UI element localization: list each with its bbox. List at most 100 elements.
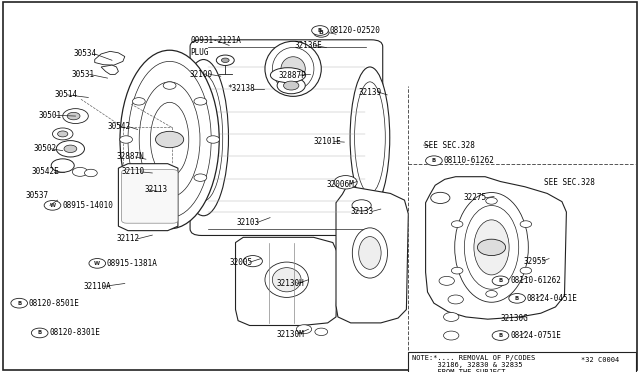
Text: *32 C0004: *32 C0004 xyxy=(581,357,620,363)
Circle shape xyxy=(51,159,74,172)
Circle shape xyxy=(448,295,463,304)
Text: W: W xyxy=(94,261,100,266)
Ellipse shape xyxy=(355,82,385,193)
FancyBboxPatch shape xyxy=(122,170,178,223)
Ellipse shape xyxy=(265,41,321,96)
Circle shape xyxy=(89,259,106,268)
Ellipse shape xyxy=(270,68,306,83)
Text: B: B xyxy=(38,330,42,336)
Text: 32101E: 32101E xyxy=(314,137,341,146)
Circle shape xyxy=(64,145,77,153)
Text: 30542: 30542 xyxy=(108,122,131,131)
Circle shape xyxy=(486,198,497,204)
Text: 30537: 30537 xyxy=(26,191,49,200)
Circle shape xyxy=(352,200,371,211)
Circle shape xyxy=(492,331,509,340)
Circle shape xyxy=(315,328,328,336)
Polygon shape xyxy=(95,51,125,65)
Text: 32006M: 32006M xyxy=(326,180,354,189)
Circle shape xyxy=(492,276,509,286)
Ellipse shape xyxy=(352,228,388,278)
Text: 32955: 32955 xyxy=(524,257,547,266)
Text: 00931-2121A: 00931-2121A xyxy=(191,36,241,45)
Ellipse shape xyxy=(350,67,390,208)
Ellipse shape xyxy=(358,237,381,269)
Circle shape xyxy=(132,97,145,105)
Circle shape xyxy=(334,176,357,189)
Text: 32103: 32103 xyxy=(237,218,260,227)
Text: B: B xyxy=(318,28,322,33)
Text: B: B xyxy=(17,301,21,306)
Text: 30531: 30531 xyxy=(72,70,95,79)
Circle shape xyxy=(284,81,299,90)
Text: 08915-14010: 08915-14010 xyxy=(62,201,113,210)
Text: B: B xyxy=(499,278,502,283)
Circle shape xyxy=(314,28,329,37)
Text: 32110A: 32110A xyxy=(83,282,111,291)
Ellipse shape xyxy=(281,57,305,81)
Ellipse shape xyxy=(265,262,308,298)
Circle shape xyxy=(439,276,454,285)
Ellipse shape xyxy=(128,61,211,218)
Circle shape xyxy=(431,192,450,203)
Circle shape xyxy=(56,141,84,157)
Ellipse shape xyxy=(150,102,189,177)
Circle shape xyxy=(520,267,532,274)
Circle shape xyxy=(11,298,28,308)
FancyBboxPatch shape xyxy=(190,40,383,235)
Circle shape xyxy=(312,26,328,35)
Circle shape xyxy=(120,136,132,143)
Text: 08915-1381A: 08915-1381A xyxy=(107,259,157,268)
Circle shape xyxy=(58,131,68,137)
Polygon shape xyxy=(101,65,118,74)
Text: 30542E: 30542E xyxy=(32,167,60,176)
Circle shape xyxy=(194,97,207,105)
Text: 32130H: 32130H xyxy=(276,279,304,288)
Circle shape xyxy=(277,77,305,94)
Ellipse shape xyxy=(179,60,228,216)
Text: *32138: *32138 xyxy=(227,84,255,93)
Circle shape xyxy=(67,112,80,120)
Text: 30502: 30502 xyxy=(33,144,56,153)
Text: B: B xyxy=(499,333,502,338)
Circle shape xyxy=(444,312,459,321)
Text: 32133: 32133 xyxy=(351,207,374,216)
Text: 08120-8301E: 08120-8301E xyxy=(49,328,100,337)
Polygon shape xyxy=(336,186,408,323)
Polygon shape xyxy=(426,177,566,319)
Text: 30514: 30514 xyxy=(54,90,77,99)
Text: 32136E: 32136E xyxy=(294,41,322,50)
Text: 32275: 32275 xyxy=(464,193,487,202)
Text: PLUG: PLUG xyxy=(191,48,209,57)
Circle shape xyxy=(426,156,442,166)
Circle shape xyxy=(520,221,532,227)
Text: 32139: 32139 xyxy=(358,88,381,97)
Text: B: B xyxy=(515,296,519,301)
Text: 08120-02520: 08120-02520 xyxy=(330,26,380,35)
Text: W: W xyxy=(49,203,56,208)
Circle shape xyxy=(221,58,229,62)
Circle shape xyxy=(163,190,176,197)
Circle shape xyxy=(477,239,506,256)
Text: 30534: 30534 xyxy=(74,49,97,58)
Text: 32887P: 32887P xyxy=(278,71,306,80)
Circle shape xyxy=(243,256,262,267)
Ellipse shape xyxy=(464,205,519,289)
Circle shape xyxy=(63,109,88,124)
Text: 30501: 30501 xyxy=(38,111,61,120)
Circle shape xyxy=(207,136,220,143)
Circle shape xyxy=(132,174,145,182)
Circle shape xyxy=(216,55,234,65)
Circle shape xyxy=(156,131,184,148)
Circle shape xyxy=(444,331,459,340)
Text: 32113: 32113 xyxy=(145,185,168,194)
Text: SEE SEC.328: SEE SEC.328 xyxy=(544,178,595,187)
Circle shape xyxy=(296,325,312,334)
Circle shape xyxy=(31,328,48,338)
Text: 32130G: 32130G xyxy=(500,314,528,323)
Text: 08110-61262: 08110-61262 xyxy=(444,156,494,165)
Circle shape xyxy=(194,174,207,182)
Circle shape xyxy=(84,169,97,177)
Text: 32887N: 32887N xyxy=(116,153,144,161)
Text: 08120-8501E: 08120-8501E xyxy=(29,299,79,308)
